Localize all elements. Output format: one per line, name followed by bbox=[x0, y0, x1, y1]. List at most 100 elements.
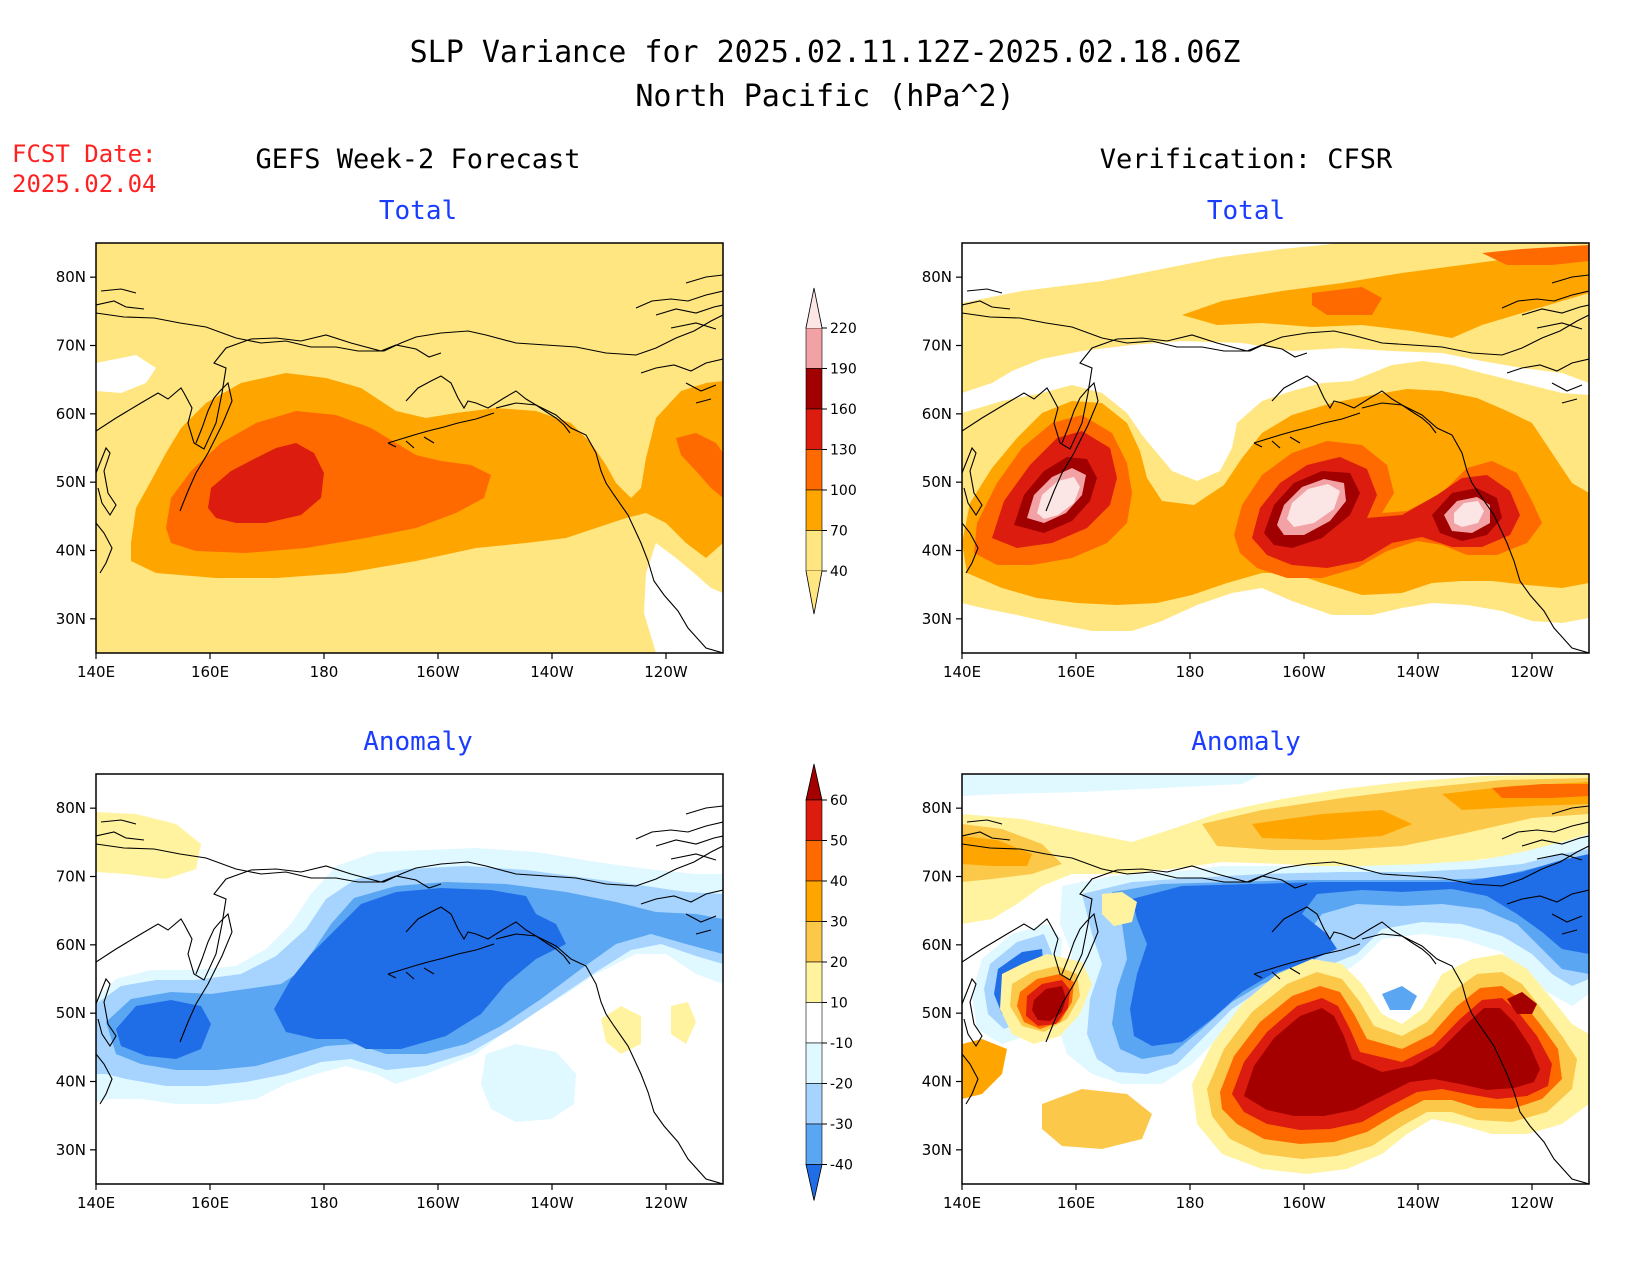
total-colorbar-bottom-taper bbox=[805, 570, 823, 615]
total-colorbar-label: 160 bbox=[830, 402, 857, 418]
tl-y-tick-label: 80N bbox=[56, 268, 86, 286]
total-colorbar-swatch bbox=[805, 449, 823, 491]
br-x-tick-label: 160E bbox=[1057, 1194, 1095, 1212]
tl-x-tick-label: 180 bbox=[310, 663, 339, 681]
br-field-neg-main40 bbox=[1130, 854, 1589, 1046]
tl-x-tick-label: 160W bbox=[416, 663, 460, 681]
anomaly-colorbar-swatch bbox=[805, 799, 823, 841]
tl-field-100-east bbox=[676, 433, 723, 498]
total-colorbar-swatch bbox=[805, 489, 823, 531]
right-column-title: Verification: CFSR bbox=[1100, 144, 1393, 175]
bl-field-neg40-dark bbox=[126, 1010, 192, 1049]
br-field-neg-small bbox=[1382, 986, 1417, 1010]
bl-y-tick-label: 80N bbox=[56, 799, 86, 817]
tr-y-tick-label: 80N bbox=[922, 268, 952, 286]
fcst-date-value: 2025.02.04 bbox=[12, 170, 157, 198]
anomaly-colorbar-label: 50 bbox=[830, 834, 848, 850]
total-colorbar-swatch bbox=[805, 327, 823, 369]
tr-panel-title: Total bbox=[1207, 196, 1285, 226]
tr-x-tick-label: 180 bbox=[1176, 663, 1205, 681]
anomaly-colorbar-swatch bbox=[805, 921, 823, 963]
tr-frame bbox=[961, 242, 1590, 654]
tr-x-tick-label: 120W bbox=[1510, 663, 1554, 681]
bl-x-tick-label: 140E bbox=[77, 1194, 115, 1212]
br-field-pos-sw bbox=[1042, 1089, 1152, 1149]
anomaly-colorbar-swatch bbox=[805, 961, 823, 1003]
bl-frame bbox=[95, 773, 724, 1185]
tl-x-tick-label: 160E bbox=[191, 663, 229, 681]
br-field-neg10-top bbox=[962, 774, 1262, 796]
tl-y-tick-label: 40N bbox=[56, 542, 86, 560]
total-colorbar-label: 40 bbox=[830, 564, 848, 580]
br-x-tick-label: 140E bbox=[943, 1194, 981, 1212]
anomaly-colorbar: 60 50 40 30 20 10 -10 -20 -30 -40 bbox=[805, 763, 853, 1201]
bl-y-tick-label: 60N bbox=[56, 936, 86, 954]
tl-y-tick-label: 60N bbox=[56, 405, 86, 423]
br-x-tick-label: 140W bbox=[1396, 1194, 1440, 1212]
anomaly-colorbar-swatch bbox=[805, 1083, 823, 1125]
bl-x-tick-label: 120W bbox=[644, 1194, 688, 1212]
tl-y-tick-label: 50N bbox=[56, 473, 86, 491]
br-y-tick-label: 60N bbox=[922, 936, 952, 954]
total-colorbar-label: 70 bbox=[830, 524, 848, 540]
anomaly-colorbar-label: -30 bbox=[830, 1117, 853, 1133]
br-field-pos-w bbox=[962, 1039, 1007, 1099]
total-colorbar-swatch bbox=[805, 368, 823, 410]
tr-x-tick-label: 140E bbox=[943, 663, 981, 681]
tr-field-190 bbox=[1027, 468, 1490, 535]
br-frame bbox=[961, 773, 1590, 1185]
bl-y-tick-label: 30N bbox=[56, 1141, 86, 1159]
left-column-title: GEFS Week-2 Forecast bbox=[255, 144, 580, 175]
anomaly-colorbar-label: -10 bbox=[830, 1036, 853, 1052]
tr-x-tick-label: 160W bbox=[1282, 663, 1326, 681]
figure-title-line1: SLP Variance for 2025.02.11.12Z-2025.02.… bbox=[410, 35, 1241, 70]
tl-x-tick-label: 140E bbox=[77, 663, 115, 681]
bl-x-tick-label: 180 bbox=[310, 1194, 339, 1212]
tl-x-tick-label: 140W bbox=[530, 663, 574, 681]
anomaly-colorbar-swatch bbox=[805, 1123, 823, 1165]
tl-x-tick-label: 120W bbox=[644, 663, 688, 681]
bl-y-tick-label: 70N bbox=[56, 868, 86, 886]
br-x-tick-label: 120W bbox=[1510, 1194, 1554, 1212]
br-y-tick-label: 40N bbox=[922, 1073, 952, 1091]
tl-panel-title: Total bbox=[379, 196, 457, 226]
bl-x-tick-label: 140W bbox=[530, 1194, 574, 1212]
tr-x-tick-label: 140W bbox=[1396, 663, 1440, 681]
tl-field-below40-ne bbox=[644, 543, 723, 653]
total-colorbar-swatch bbox=[805, 408, 823, 450]
bl-map-panel bbox=[96, 774, 723, 1184]
total-colorbar-top-taper bbox=[805, 287, 823, 329]
tl-field-130 bbox=[208, 443, 324, 523]
tl-y-tick-label: 30N bbox=[56, 610, 86, 628]
tl-map-panel bbox=[96, 243, 723, 653]
br-x-tick-label: 180 bbox=[1176, 1194, 1205, 1212]
anomaly-colorbar-label: 10 bbox=[830, 996, 848, 1012]
br-map-panel bbox=[962, 774, 1589, 1184]
tr-map-panel bbox=[962, 243, 1589, 653]
figure-title-line2: North Pacific (hPa^2) bbox=[635, 79, 1014, 114]
br-panel-title: Anomaly bbox=[1191, 727, 1301, 757]
bl-y-tick-label: 50N bbox=[56, 1004, 86, 1022]
tl-frame bbox=[95, 242, 724, 654]
bl-field-neg40 bbox=[116, 888, 566, 1059]
bl-y-tick-label: 40N bbox=[56, 1073, 86, 1091]
tl-field-below40 bbox=[96, 355, 156, 393]
anomaly-colorbar-label: 60 bbox=[830, 793, 848, 809]
br-y-tick-label: 80N bbox=[922, 799, 952, 817]
tr-field-130 bbox=[992, 431, 1520, 568]
br-y-tick-label: 30N bbox=[922, 1141, 952, 1159]
br-x-tick-label: 160W bbox=[1282, 1194, 1326, 1212]
anomaly-colorbar-swatch bbox=[805, 1042, 823, 1084]
anomaly-colorbar-swatch bbox=[805, 840, 823, 882]
tr-y-tick-label: 60N bbox=[922, 405, 952, 423]
tr-field-100-north bbox=[1312, 245, 1589, 315]
bl-x-tick-label: 160E bbox=[191, 1194, 229, 1212]
total-colorbar-swatch bbox=[805, 530, 823, 572]
tr-y-tick-label: 50N bbox=[922, 473, 952, 491]
br-y-tick-label: 70N bbox=[922, 868, 952, 886]
anomaly-colorbar-label: 30 bbox=[830, 915, 848, 931]
tr-field-160 bbox=[1014, 457, 1502, 548]
bl-field-pos-nw bbox=[96, 812, 201, 879]
fcst-date-label: FCST Date: bbox=[12, 140, 157, 168]
total-colorbar: 220 190 160 130 100 70 40 bbox=[805, 287, 857, 615]
